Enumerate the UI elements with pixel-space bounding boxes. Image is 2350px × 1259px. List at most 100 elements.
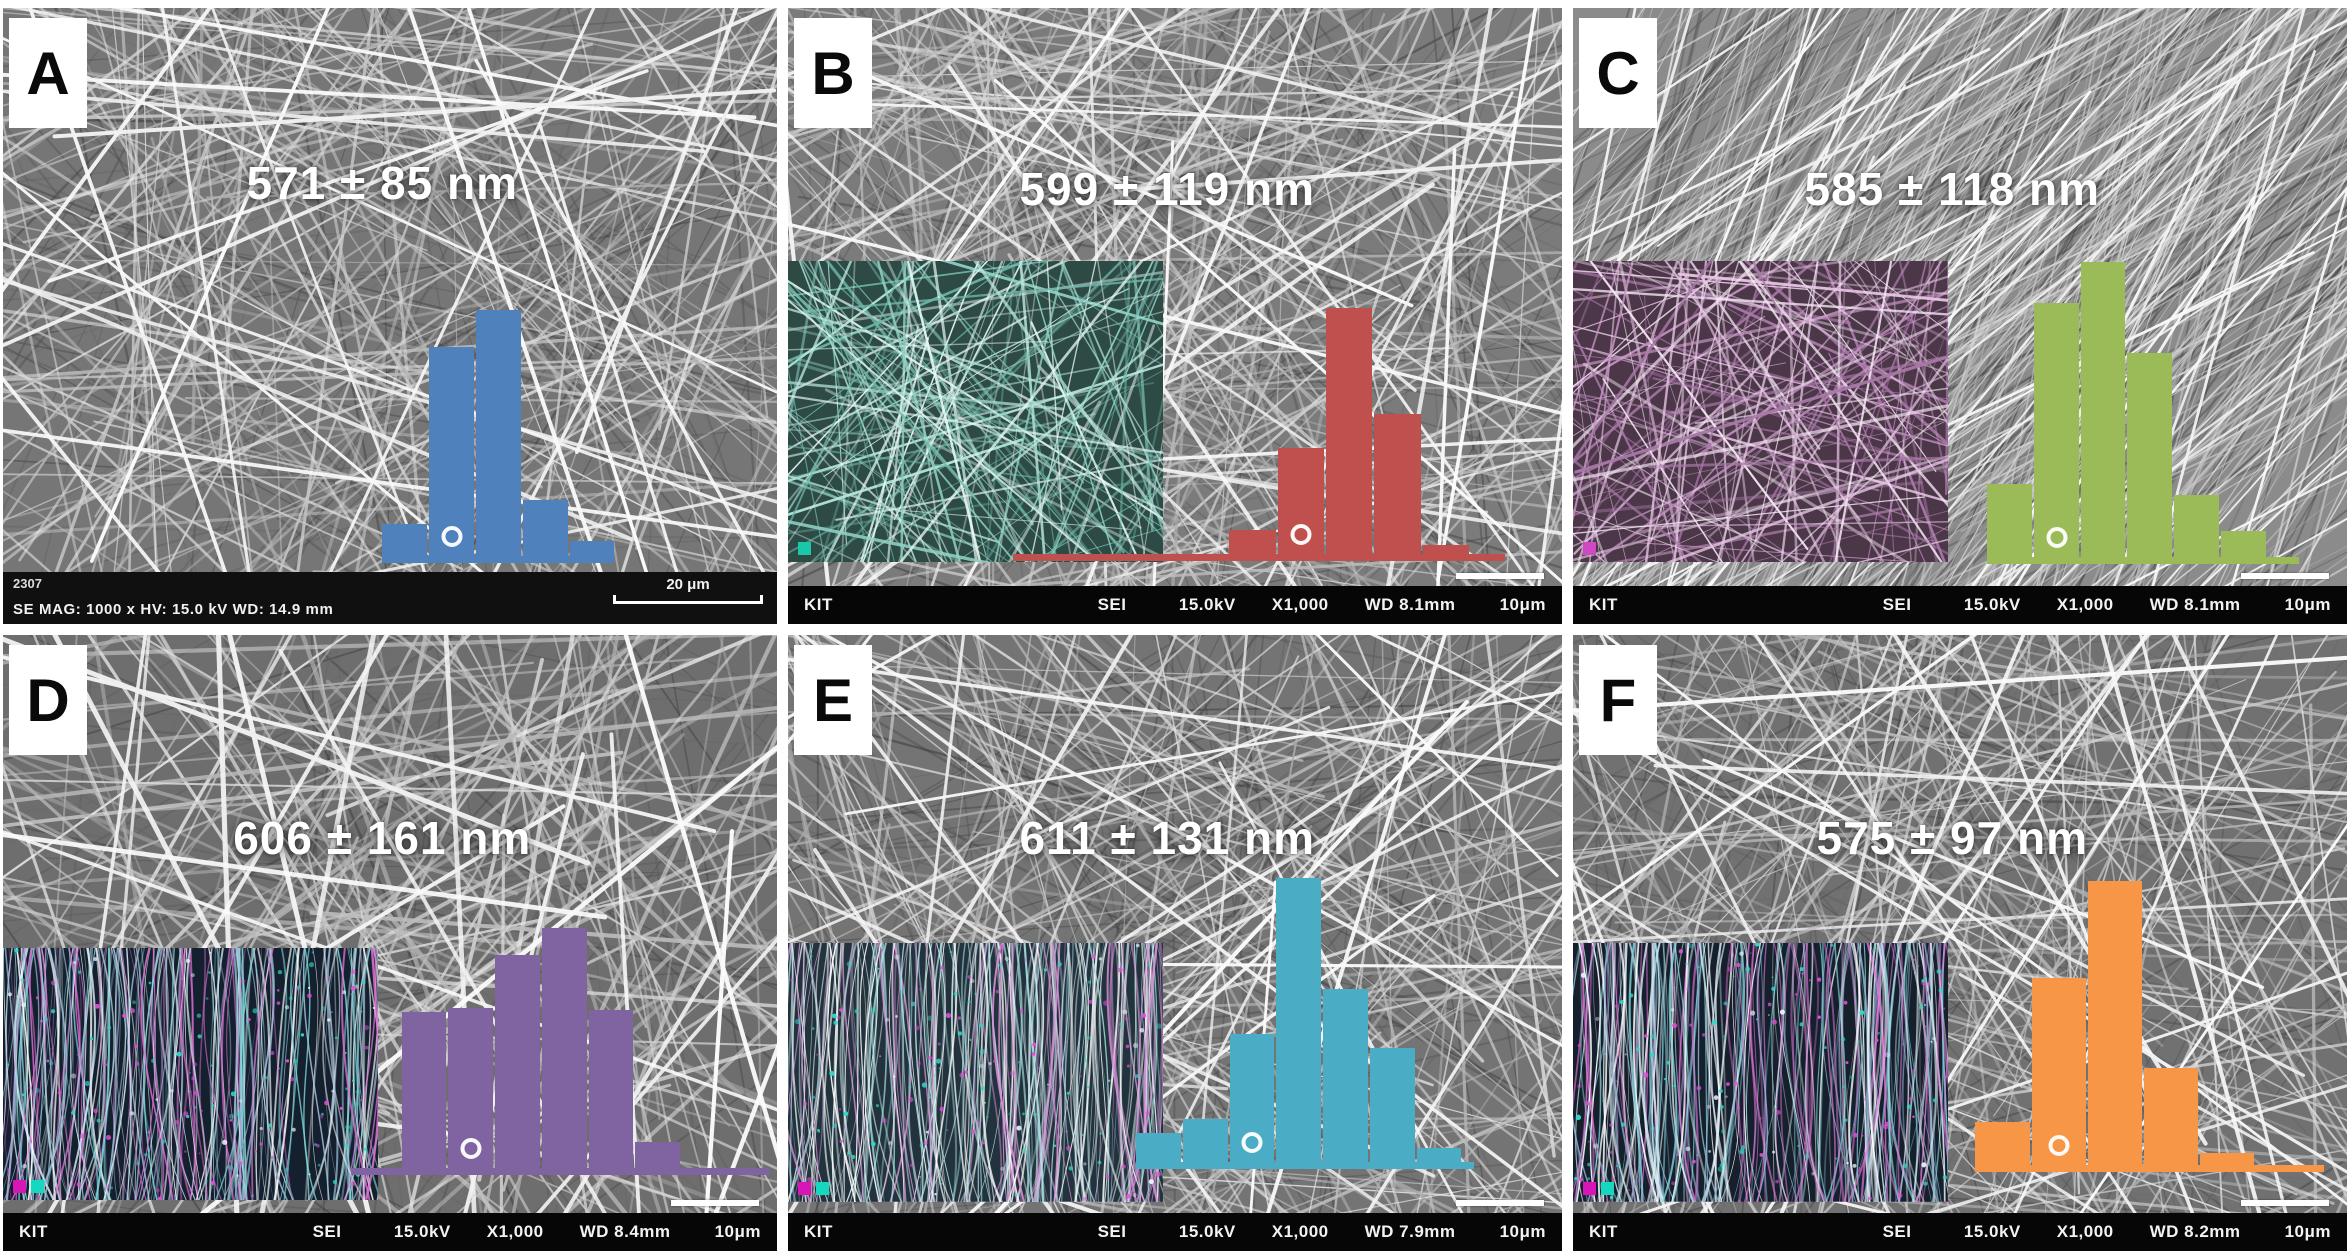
histogram-bar xyxy=(2031,977,2086,1165)
histogram-baseline xyxy=(351,1168,770,1176)
legend-swatch xyxy=(816,1181,829,1195)
histogram-bar xyxy=(1136,1133,1182,1162)
scale-bar-line xyxy=(613,595,763,604)
inset-legend xyxy=(1583,1181,1614,1195)
scale-bar xyxy=(1456,1200,1544,1206)
sem-metadata-bar: 2307 SE MAG: 1000 x HV: 15.0 kV WD: 14.9 … xyxy=(3,572,777,624)
histogram-bars xyxy=(1975,881,2255,1165)
mean-marker-ring xyxy=(460,1138,482,1160)
scale-label: 10μm xyxy=(714,1222,761,1241)
sem-metadata-bar: KIT SEI 15.0kV X1,000 WD 7.9mm 10μm xyxy=(788,1200,1562,1251)
measurement-text: 575 ± 97 nm xyxy=(1816,811,2088,864)
scale-bar xyxy=(2241,573,2329,579)
sem-settings-text: SE MAG: 1000 x HV: 15.0 kV WD: 14.9 mm xyxy=(13,601,334,618)
metadata-field: SEI xyxy=(1882,595,1912,614)
histogram-bar xyxy=(2199,1153,2255,1165)
inset-legend xyxy=(13,1180,44,1194)
panel-label-text: B xyxy=(811,39,855,107)
panel-label-text: F xyxy=(1599,666,1637,734)
mean-marker-ring xyxy=(1290,524,1312,546)
legend-swatch xyxy=(1583,1181,1596,1195)
inset-legend xyxy=(798,1181,829,1195)
histogram-bar xyxy=(1369,1048,1415,1162)
panel-label: A xyxy=(9,18,87,128)
inset-map xyxy=(1573,260,1949,563)
histogram-bar xyxy=(2127,353,2173,558)
scale-bar: 20 μm xyxy=(613,576,763,604)
metadata-field: 15.0kV xyxy=(1178,1222,1236,1241)
diameter-histogram xyxy=(1987,261,2300,565)
histogram-bar xyxy=(1422,544,1470,555)
metadata-field: WD 8.2mm xyxy=(2149,1222,2241,1241)
inset-legend xyxy=(798,542,811,556)
scale-bar xyxy=(2241,1200,2329,1206)
metadata-field: KIT xyxy=(19,1222,48,1241)
inset-map xyxy=(3,947,379,1201)
measurement-text: 606 ± 161 nm xyxy=(233,811,532,864)
panel-E: 611 ± 131 nm E KIT SEI 15.0kV X1,000 WD 7.9mm 1… xyxy=(788,635,1562,1251)
legend-swatch xyxy=(1583,542,1596,556)
sem-metadata-bar: KIT SEI 15.0kV X1,000 WD 8.2mm 10μm xyxy=(1573,1200,2347,1251)
histogram-baseline xyxy=(1013,554,1506,562)
histogram-bars xyxy=(1987,261,2266,558)
metadata-field: KIT xyxy=(804,595,833,614)
legend-swatch xyxy=(1601,1181,1614,1195)
histogram-bar xyxy=(635,1142,681,1169)
metadata-field: X1,000 xyxy=(1271,1222,1329,1241)
metadata-field: SEI xyxy=(1882,1222,1912,1241)
metadata-field: X1,000 xyxy=(1271,595,1329,614)
metadata-field: X1,000 xyxy=(2056,1222,2114,1241)
sem-metadata-bar: KIT SEI 15.0kV X1,000 WD 8.4mm 10μm xyxy=(3,1200,777,1251)
histogram-bar xyxy=(1323,988,1368,1162)
inset-map-image xyxy=(788,260,1164,563)
panel-label-text: C xyxy=(1596,39,1640,107)
diameter-histogram xyxy=(382,309,615,564)
measurement-text: 599 ± 119 nm xyxy=(1019,163,1316,215)
inset-map xyxy=(788,943,1164,1202)
histogram-bars xyxy=(1229,308,1470,555)
diameter-histogram xyxy=(351,928,770,1176)
inset-map-image xyxy=(3,947,379,1201)
inset-map xyxy=(788,260,1164,563)
metadata-field: SEI xyxy=(1097,595,1127,614)
histogram-baseline xyxy=(1136,1161,1475,1169)
panel-label: E xyxy=(794,645,872,755)
sem-metadata-bar: KIT SEI 15.0kV X1,000 WD 8.1mm 10μm xyxy=(788,573,1562,624)
histogram-bar xyxy=(1183,1119,1228,1162)
metadata-field: SEI xyxy=(1097,1222,1127,1241)
histogram-bar xyxy=(475,309,521,557)
inset-map-image xyxy=(788,943,1164,1202)
panel-F: 575 ± 97 nm F KIT SEI 15.0kV X1,000 WD 8.2mm 10… xyxy=(1573,635,2347,1251)
histogram-baseline xyxy=(382,556,615,564)
scale-label: 20 μm xyxy=(666,576,710,593)
mean-marker-ring xyxy=(441,526,463,548)
scale-label: 10μm xyxy=(1499,595,1546,614)
measurement-text: 585 ± 118 nm xyxy=(1804,163,2101,215)
panel-A: 571 ± 85 nm A 2307 SE MAG: 1000 x HV: 15.0 … xyxy=(3,8,777,624)
histogram-bars xyxy=(1136,878,1462,1162)
histogram-bar xyxy=(2033,303,2079,558)
scale-bar xyxy=(1456,573,1544,579)
metadata-field: 15.0kV xyxy=(393,1222,451,1241)
metadata-field: 15.0kV xyxy=(1963,595,2021,614)
mean-marker-ring xyxy=(2048,1134,2070,1156)
histogram-bar xyxy=(1975,1122,2030,1165)
histogram-bar xyxy=(2174,495,2219,558)
histogram-bar xyxy=(2080,261,2126,558)
histogram-bar xyxy=(401,1012,447,1169)
histogram-bar xyxy=(2087,881,2142,1165)
scale-label: 10μm xyxy=(1499,1222,1546,1241)
metadata-field: WD 7.9mm xyxy=(1364,1222,1456,1241)
micrograph-id: 2307 xyxy=(13,576,42,591)
histogram-bar xyxy=(541,928,587,1169)
panel-label-text: A xyxy=(26,39,70,107)
histogram-bar xyxy=(2220,530,2266,558)
legend-swatch xyxy=(798,1181,811,1195)
legend-swatch xyxy=(31,1180,44,1194)
inset-map-image xyxy=(1573,260,1949,563)
inset-map xyxy=(1573,943,1949,1202)
mean-marker-ring xyxy=(2046,527,2068,549)
metadata-field: X1,000 xyxy=(486,1222,544,1241)
mean-marker-ring xyxy=(1241,1131,1263,1153)
